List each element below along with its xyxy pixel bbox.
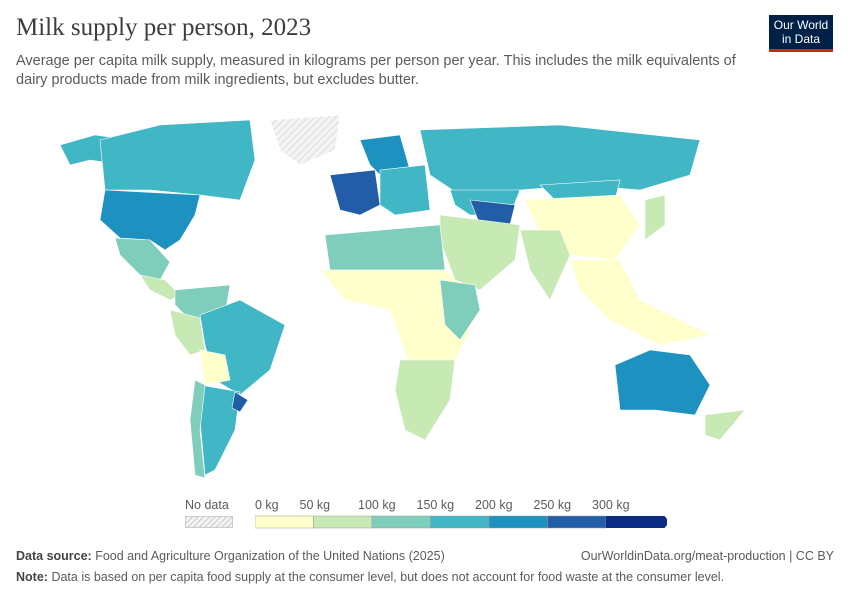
legend-label: 150 kg	[416, 498, 455, 512]
map-region-canada[interactable]	[99, 119, 256, 201]
map-region-greenland[interactable]	[269, 114, 341, 166]
legend-label: 50 kg	[299, 498, 331, 512]
legend-bin[interactable]	[313, 515, 373, 529]
map-region-united-states[interactable]	[99, 189, 201, 251]
map-region-chile[interactable]	[189, 379, 206, 479]
map-region-peru[interactable]	[169, 309, 206, 356]
map-region-new-zealand[interactable]	[704, 409, 746, 441]
legend-bin[interactable]	[488, 515, 548, 529]
legend-label: 100 kg	[358, 498, 396, 512]
map-region-bolivia[interactable]	[199, 349, 231, 386]
map-region-uruguay[interactable]	[231, 391, 249, 413]
map-region-india[interactable]	[519, 229, 571, 301]
logo-text: Our World in Data	[773, 18, 829, 46]
owid-logo[interactable]: Our World in Data	[769, 15, 833, 52]
page-subtitle: Average per capita milk supply, measured…	[16, 53, 736, 88]
map-region-east-africa[interactable]	[439, 279, 481, 341]
page-title: Milk supply per person, 2023	[16, 14, 312, 41]
legend-label: 300 kg	[592, 498, 630, 512]
legend-no-data-swatch	[185, 516, 233, 528]
map-region-southern-africa[interactable]	[394, 359, 456, 441]
world-map	[59, 114, 746, 479]
data-source: Data source: Food and Agriculture Organi…	[16, 549, 445, 563]
legend-bin[interactable]	[371, 515, 431, 529]
note: Note: Data is based on per capita food s…	[16, 570, 725, 584]
map-region-southeast-asia[interactable]	[569, 259, 711, 346]
legend-bin[interactable]	[606, 516, 667, 528]
map-region-australia[interactable]	[614, 349, 711, 416]
map-region-eastern-europe[interactable]	[379, 164, 431, 216]
map-region-north-africa[interactable]	[324, 224, 446, 271]
legend-no-data-label: No data	[185, 498, 229, 512]
legend-bin[interactable]	[255, 515, 314, 529]
legend-bin[interactable]	[430, 515, 490, 529]
legend-bin[interactable]	[547, 515, 607, 529]
legend-color-bar	[255, 515, 667, 529]
legend-label: 0 kg	[255, 498, 279, 512]
map-region-western-europe[interactable]	[329, 169, 381, 216]
map-region-central-america[interactable]	[139, 274, 181, 301]
source-link[interactable]: OurWorldinData.org/meat-production | CC …	[580, 549, 834, 563]
legend-label: 250 kg	[533, 498, 572, 512]
legend-label: 200 kg	[475, 498, 513, 512]
map-region-japan[interactable]	[644, 194, 666, 241]
